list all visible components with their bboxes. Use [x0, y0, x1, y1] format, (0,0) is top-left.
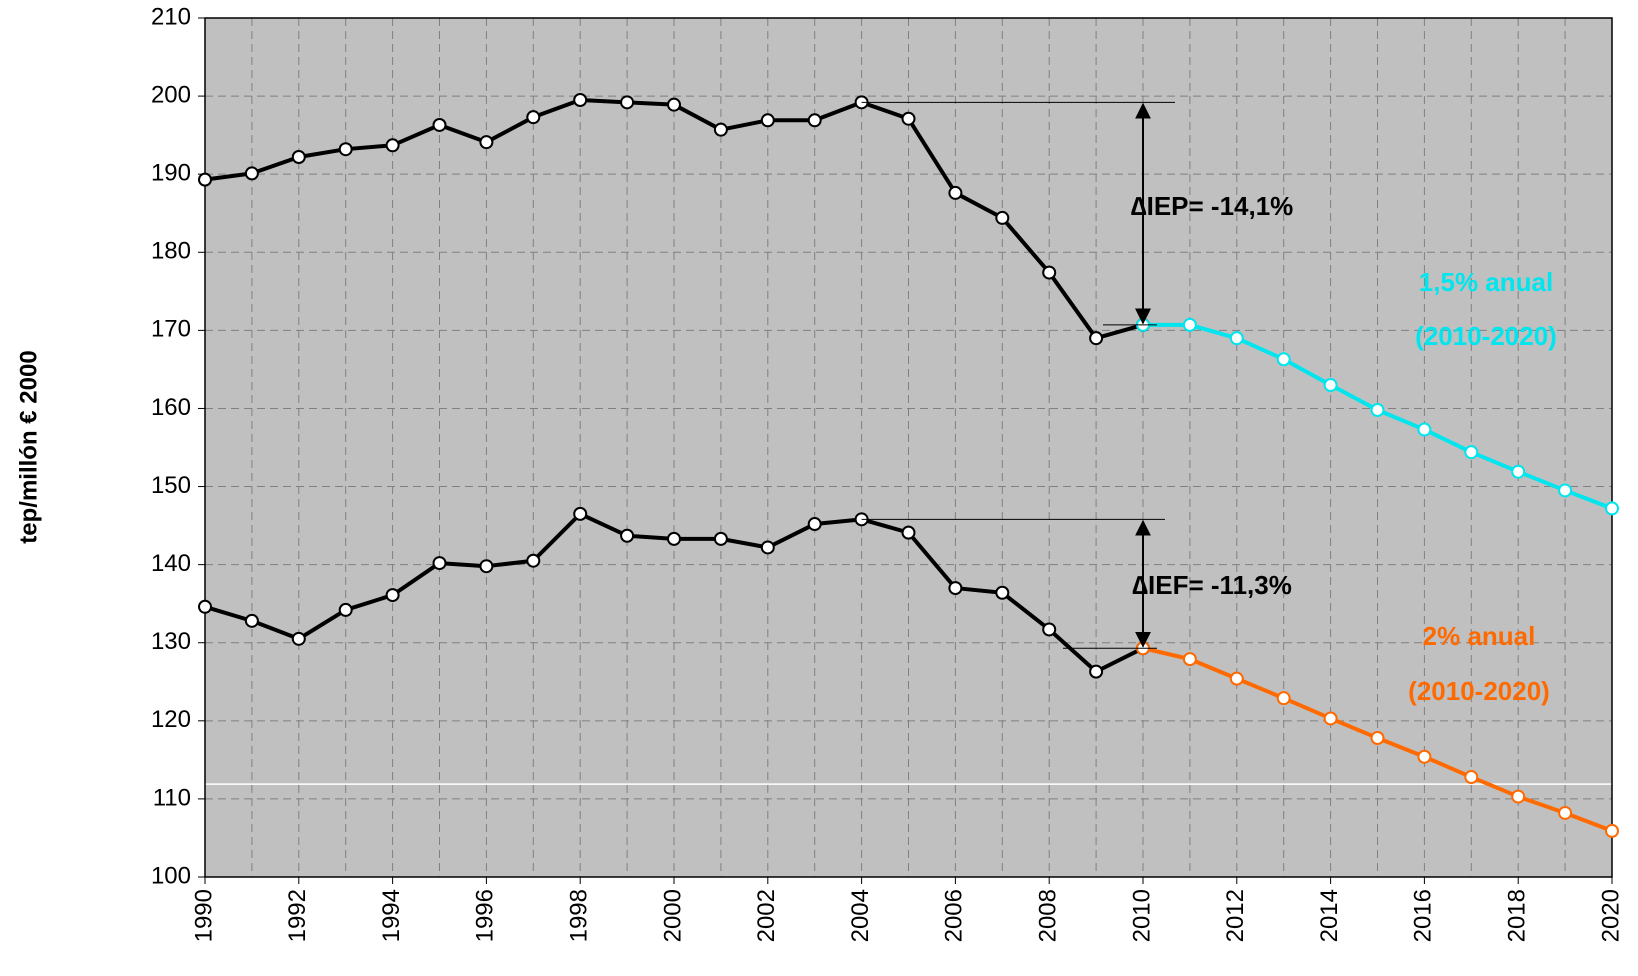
data-point: [1370, 730, 1385, 745]
annotation: 1,5% anual: [1419, 267, 1553, 297]
data-point: [573, 92, 588, 107]
y-axis-label: tep/millón € 2000: [15, 350, 42, 543]
data-point: [1323, 711, 1338, 726]
annotation: ∆IEP= -14,1%: [1131, 191, 1294, 221]
y-tick-label: 130: [151, 628, 191, 655]
data-point: [244, 613, 259, 628]
y-tick-label: 160: [151, 394, 191, 421]
data-point: [1605, 501, 1619, 516]
data-point: [432, 117, 447, 132]
data-point: [713, 122, 728, 137]
data-point: [291, 150, 306, 165]
data-point: [1417, 422, 1432, 437]
data-point: [807, 517, 822, 532]
x-tick-label: 1990: [190, 889, 217, 942]
y-tick-label: 150: [151, 472, 191, 499]
x-tick-label: 2012: [1222, 889, 1249, 942]
data-point: [620, 528, 635, 543]
x-tick-label: 2016: [1410, 889, 1437, 942]
x-tick-label: 2002: [753, 889, 780, 942]
data-point: [948, 185, 963, 200]
y-tick-label: 210: [151, 3, 191, 30]
data-point: [620, 95, 635, 110]
data-point: [526, 110, 541, 125]
annotation: ∆IEF= -11,3%: [1132, 570, 1292, 600]
y-tick-label: 140: [151, 550, 191, 577]
y-tick-label: 190: [151, 160, 191, 187]
data-point: [479, 135, 494, 150]
data-point: [198, 599, 212, 614]
data-point: [995, 585, 1010, 600]
data-point: [901, 525, 916, 540]
data-point: [1558, 483, 1573, 498]
y-tick-label: 170: [151, 316, 191, 343]
data-point: [1042, 265, 1057, 280]
x-tick-label: 2008: [1035, 889, 1062, 942]
data-point: [667, 531, 681, 546]
data-point: [432, 556, 447, 571]
annotation: (2010-2020): [1408, 676, 1550, 706]
annotation: (2010-2020): [1415, 321, 1557, 351]
x-tick-label: 2014: [1316, 889, 1343, 942]
data-point: [1464, 770, 1479, 785]
data-point: [1182, 317, 1197, 332]
data-point: [1417, 749, 1432, 764]
x-tick-label: 2018: [1504, 889, 1531, 942]
data-point: [385, 588, 400, 603]
data-point: [1229, 671, 1244, 686]
data-point: [198, 172, 212, 187]
x-tick-label: 2006: [941, 889, 968, 942]
data-point: [1370, 403, 1385, 418]
x-tick-label: 2020: [1597, 889, 1624, 942]
plot-border: [204, 17, 1613, 878]
data-point: [244, 166, 259, 181]
data-point: [385, 138, 400, 153]
data-point: [1558, 805, 1573, 820]
data-point: [479, 559, 494, 574]
data-point: [1229, 331, 1244, 346]
data-point: [1276, 352, 1291, 367]
data-point: [338, 142, 353, 157]
data-point: [995, 210, 1010, 225]
x-tick-label: 2000: [659, 889, 686, 942]
data-point: [1089, 331, 1104, 346]
y-tick-label: 200: [151, 81, 191, 108]
data-point: [807, 113, 822, 128]
x-tick-label: 2004: [847, 889, 874, 942]
data-point: [573, 506, 588, 521]
data-point: [291, 631, 306, 646]
data-point: [901, 111, 916, 126]
data-point: [1511, 789, 1526, 804]
data-point: [760, 113, 775, 128]
data-point: [1089, 664, 1104, 679]
data-point: [1464, 445, 1479, 460]
data-point: [1276, 691, 1291, 706]
data-point: [1042, 622, 1057, 637]
data-point: [1323, 378, 1338, 393]
y-tick-label: 120: [151, 706, 191, 733]
data-point: [1511, 464, 1526, 479]
x-tick-label: 1992: [284, 889, 311, 942]
data-point: [760, 540, 775, 555]
x-tick-label: 1994: [378, 889, 405, 942]
data-point: [338, 602, 353, 617]
y-tick-label: 180: [151, 238, 191, 265]
y-tick-label: 100: [151, 862, 191, 889]
annotation: 2% anual: [1423, 621, 1536, 651]
data-point: [948, 581, 963, 596]
y-tick-label: 110: [153, 784, 191, 811]
data-point: [1605, 823, 1619, 838]
data-point: [713, 531, 728, 546]
data-point: [526, 553, 541, 568]
x-tick-label: 1998: [566, 889, 593, 942]
x-tick-label: 1996: [472, 889, 499, 942]
x-tick-label: 2010: [1128, 889, 1155, 942]
data-point: [667, 97, 681, 112]
data-point: [1182, 652, 1197, 667]
